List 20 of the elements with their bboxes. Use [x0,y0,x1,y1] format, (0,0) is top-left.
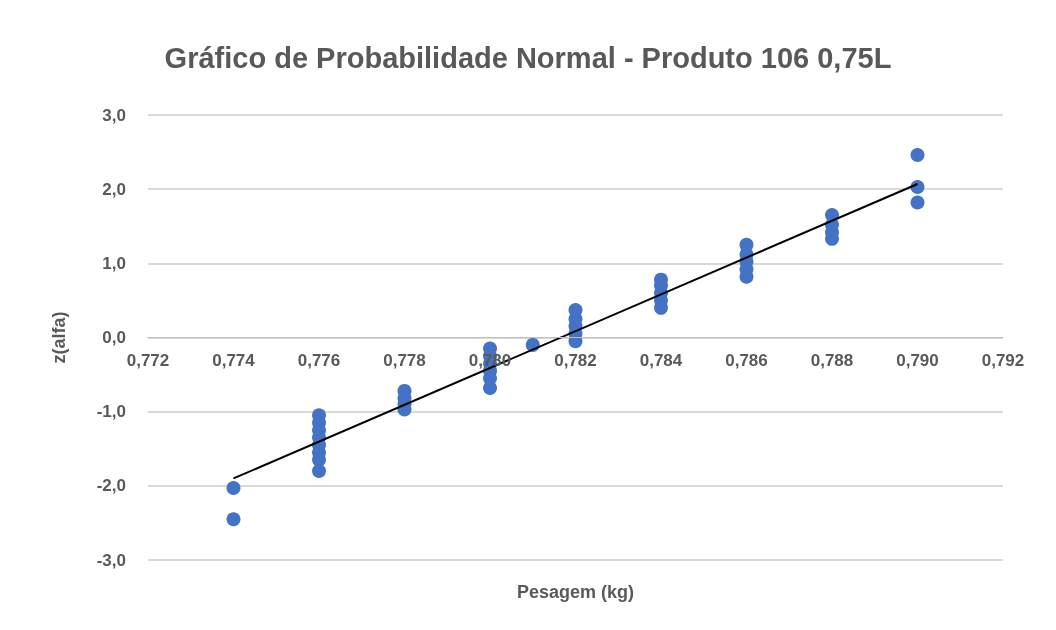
y-tick-label: -2,0 [96,476,126,496]
x-tick-label: 0,776 [297,350,341,370]
y-tick-label: 0,0 [102,328,126,347]
y-tick-label: -3,0 [96,550,126,570]
x-tick-label: 0,784 [639,350,683,370]
chart-title: Gráfico de Probabilidade Normal - Produto 106 0,75L [164,41,892,74]
x-tick-label: 0,788 [810,350,854,370]
y-tick-label: 3,0 [102,105,126,125]
x-axis-title: Pesagem (kg) [516,581,635,602]
x-tick-label: 0,774 [212,350,256,370]
x-tick-label: 0,786 [725,350,768,370]
y-tick-label: 2,0 [102,179,126,199]
x-tick-label: 0,772 [126,350,170,370]
x-tick-label: 0,792 [981,350,1025,370]
x-tick-label: 0,778 [383,350,426,370]
x-tick-label: 0,790 [896,350,939,370]
y-tick-label: -1,0 [96,402,126,422]
y-axis-title: z(alfa) [49,311,69,364]
x-tick-label: 0,782 [554,350,597,370]
y-tick-label: 1,0 [102,253,126,273]
